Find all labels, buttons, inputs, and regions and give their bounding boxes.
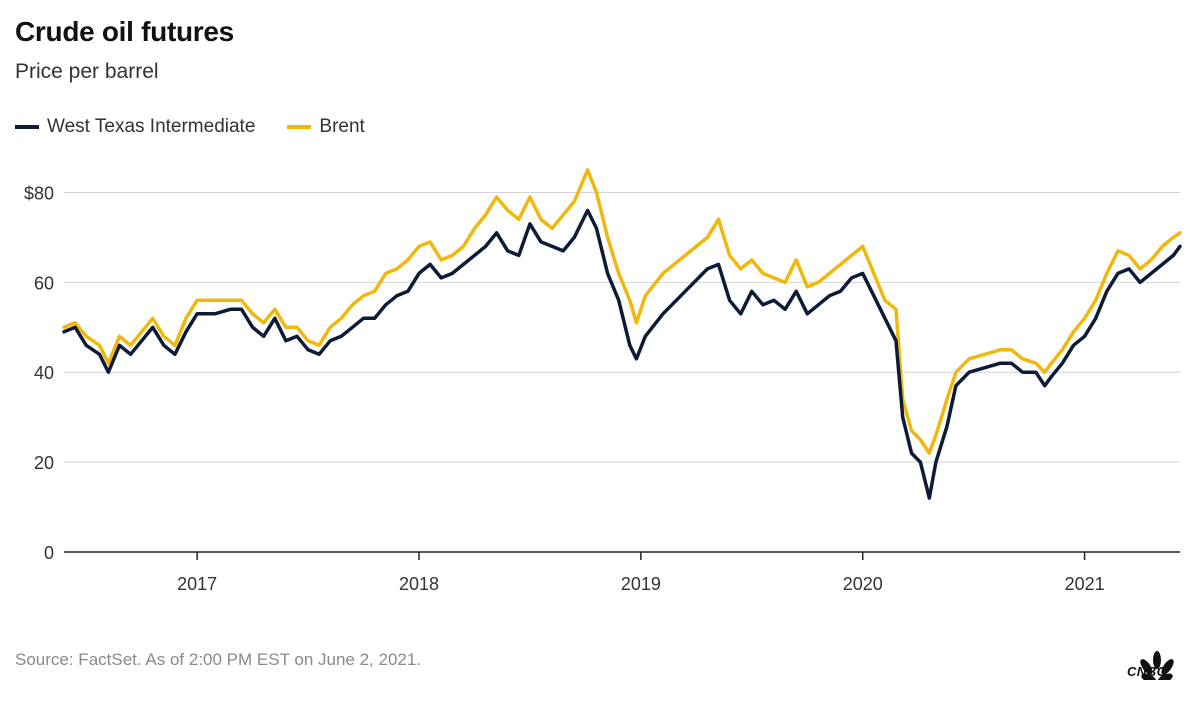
chart-title: Crude oil futures	[15, 16, 234, 47]
chart-subtitle: Price per barrel	[15, 60, 159, 83]
x-tick-label: 2019	[621, 574, 661, 594]
legend-label-wti: West Texas Intermediate	[47, 116, 256, 137]
series-line-west-texas-intermediate	[62, 208, 1182, 500]
y-tick-label: 20	[34, 453, 54, 473]
series-lines	[62, 168, 1182, 500]
legend-item-wti: West Texas Intermediate	[15, 116, 255, 138]
y-tick-label: $80	[24, 183, 54, 203]
cnbc-peacock-logo-icon	[1140, 651, 1174, 680]
source-note: Source: FactSet. As of 2:00 PM EST on Ju…	[15, 650, 422, 669]
y-tick-label: 60	[34, 273, 54, 293]
gridlines	[64, 191, 1180, 463]
x-tick-label: 2020	[843, 574, 883, 594]
legend-label-brent: Brent	[319, 116, 365, 137]
legend-item-brent: Brent	[287, 116, 365, 138]
y-tick-label: 0	[44, 543, 54, 563]
x-tick-label: 2021	[1065, 574, 1105, 594]
series-line-brent	[62, 168, 1182, 455]
x-tick-label: 2017	[177, 574, 217, 594]
x-tick-label: 2018	[399, 574, 439, 594]
y-tick-label: 40	[34, 363, 54, 383]
legend: West Texas Intermediate Brent	[15, 116, 397, 138]
legend-swatch-brent	[287, 125, 312, 129]
axes	[64, 551, 1180, 560]
tick-labels: 0 20 40 60 $80 2017 2018 2019 2020 2021	[24, 183, 1105, 594]
cnbc-logo-text: CNBC	[1127, 664, 1167, 679]
legend-swatch-wti	[15, 125, 39, 129]
